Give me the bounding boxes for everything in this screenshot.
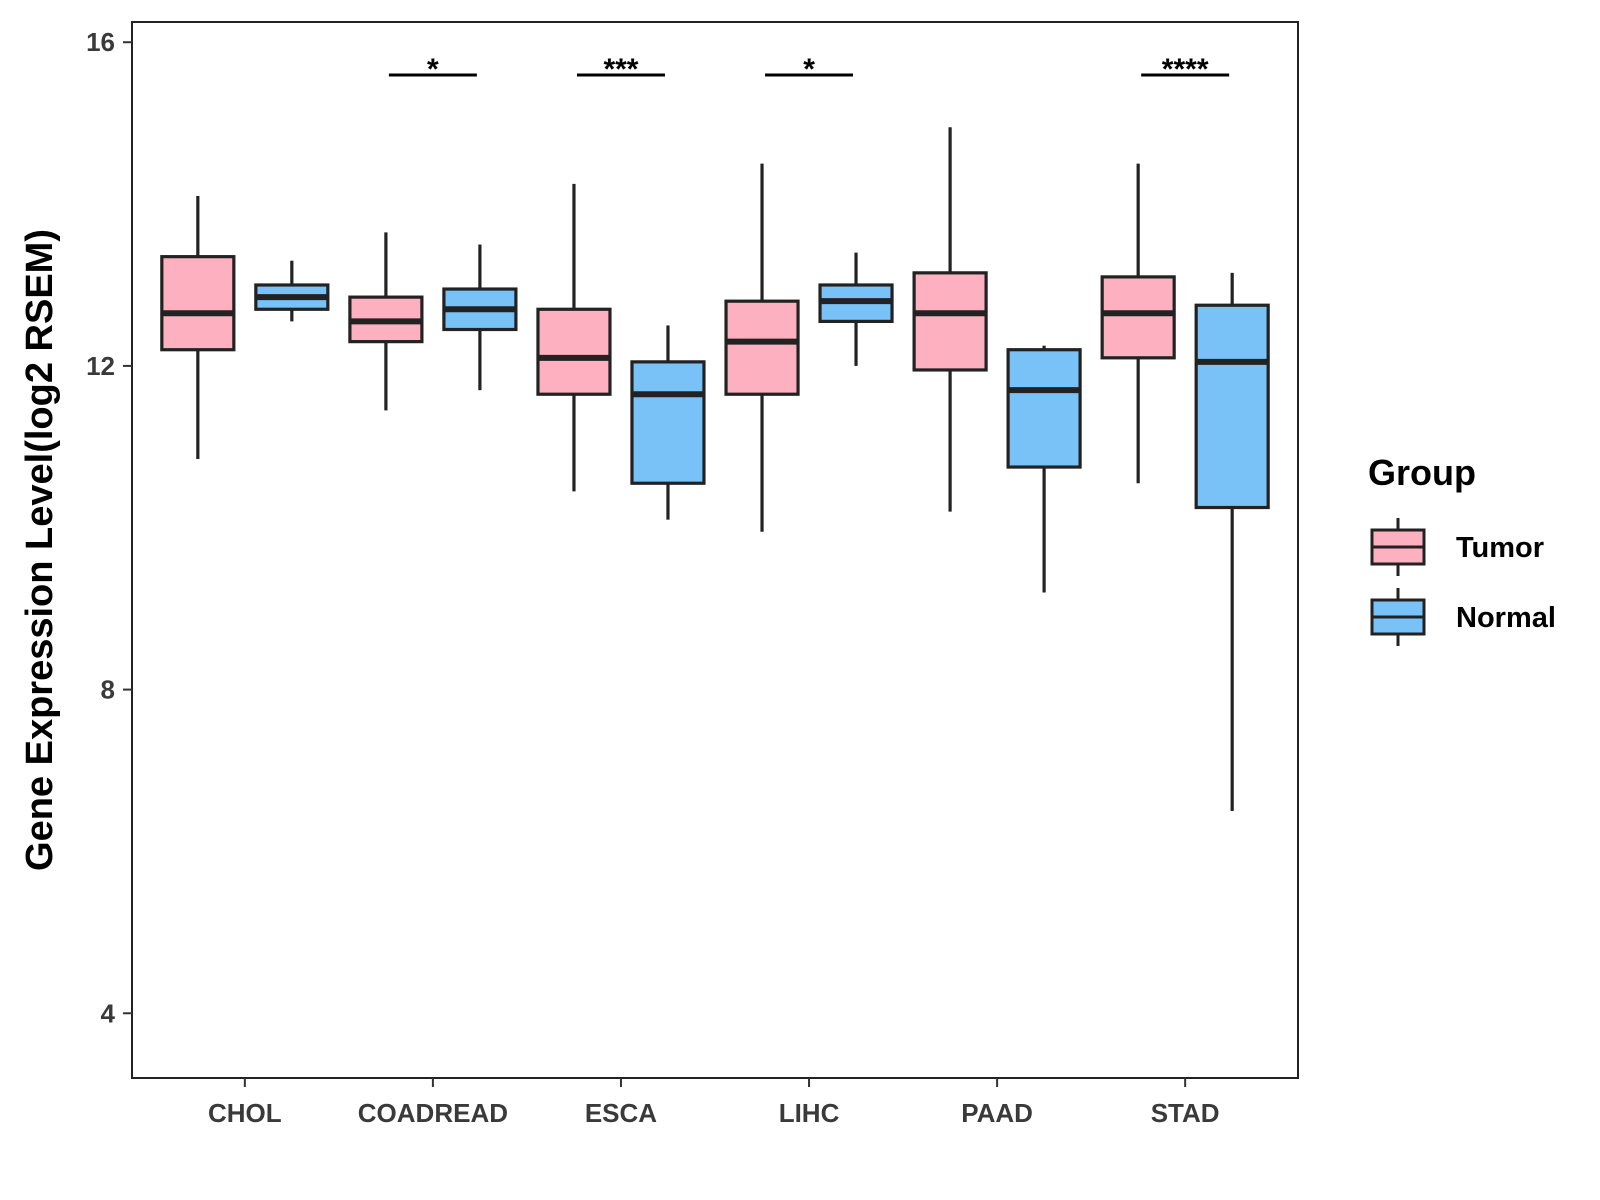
box-normal-paad (1006, 345, 1082, 593)
box-body (724, 299, 800, 396)
box-tumor-coadread (348, 232, 424, 411)
y-tick-label: 16 (86, 27, 115, 57)
x-tick-label: PAAD (961, 1098, 1033, 1128)
plot-panel-border (131, 21, 1299, 1079)
x-tick-label: STAD (1151, 1098, 1220, 1128)
y-tick-label: 12 (86, 351, 115, 381)
box-body (1100, 275, 1176, 360)
legend-label: Normal (1456, 602, 1556, 634)
legend-label: Tumor (1456, 532, 1544, 564)
box-body (1006, 348, 1082, 469)
y-tick-label: 8 (101, 675, 115, 705)
legend-item-normal: Normal (1370, 588, 1556, 646)
y-axis-label: Gene Expression Level(log2 RSEM) (19, 229, 61, 871)
legend-item-tumor: Tumor (1370, 518, 1544, 576)
legend: Group Tumor Normal (1368, 452, 1556, 646)
x-tick-label: LIHC (779, 1098, 840, 1128)
box-body (160, 255, 236, 352)
box-tumor-lihc (724, 163, 800, 532)
significance-label: * (803, 53, 815, 86)
box-body (536, 307, 612, 396)
significance-label: * (427, 53, 439, 86)
y-tick-label: 4 (101, 998, 116, 1028)
box-normal-chol (254, 260, 330, 322)
x-tick-label: COADREAD (358, 1098, 508, 1128)
box-body (1194, 303, 1270, 510)
box-normal-lihc (818, 252, 894, 366)
box-tumor-stad (1100, 163, 1176, 484)
box-normal-esca (630, 325, 706, 520)
significance-label: *** (603, 53, 638, 86)
box-normal-coadread (442, 244, 518, 391)
x-tick-label: ESCA (585, 1098, 657, 1128)
box-normal-stad (1194, 272, 1270, 811)
box-tumor-paad (912, 127, 988, 512)
box-body (912, 271, 988, 372)
box-body (630, 360, 706, 485)
significance-label: **** (1162, 53, 1209, 86)
legend-title: Group (1368, 452, 1476, 493)
box-tumor-chol (160, 195, 236, 459)
box-tumor-esca (536, 183, 612, 492)
x-tick-label: CHOL (208, 1098, 282, 1128)
